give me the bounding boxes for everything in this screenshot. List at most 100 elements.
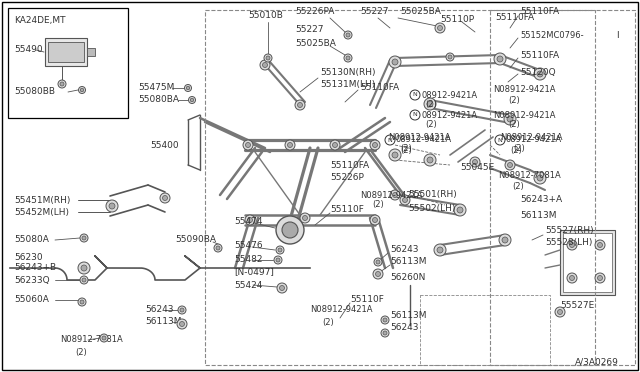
Circle shape [370,215,380,225]
Text: 55527(RH): 55527(RH) [545,225,594,234]
Circle shape [333,142,337,148]
Circle shape [58,80,66,88]
Circle shape [534,68,546,80]
Circle shape [330,140,340,150]
Text: N: N [498,138,502,142]
Circle shape [507,116,513,122]
Circle shape [383,331,387,335]
Circle shape [383,318,387,322]
Text: N08912-9421A: N08912-9421A [360,190,422,199]
Bar [48,42,84,62]
Text: N08912-9421A: N08912-9421A [493,86,556,94]
Circle shape [392,59,398,65]
Text: 55400: 55400 [150,141,179,150]
Circle shape [427,101,433,107]
Circle shape [438,26,442,31]
Circle shape [106,200,118,212]
Text: 55482: 55482 [234,256,262,264]
Circle shape [189,96,195,103]
Circle shape [344,54,352,62]
Circle shape [434,244,446,256]
Circle shape [160,193,170,203]
Circle shape [448,55,452,59]
Text: (2): (2) [508,121,520,129]
Circle shape [381,316,389,324]
Text: 55452M(LH): 55452M(LH) [14,208,69,217]
Circle shape [537,175,543,181]
Circle shape [274,256,282,264]
Bar [205,10,595,365]
Circle shape [80,300,84,304]
Text: 56243: 56243 [390,324,419,333]
Circle shape [435,23,445,33]
Circle shape [373,269,383,279]
Circle shape [370,140,380,150]
Circle shape [495,135,505,145]
Circle shape [505,160,515,170]
Circle shape [494,53,506,65]
Circle shape [392,192,397,198]
Circle shape [376,272,381,276]
Text: (2): (2) [322,317,333,327]
Circle shape [537,71,543,77]
Circle shape [303,215,307,221]
Text: 55110FA: 55110FA [520,51,559,60]
Text: (2): (2) [425,100,436,109]
Circle shape [534,172,546,184]
Circle shape [376,260,380,264]
Circle shape [216,246,220,250]
Text: 55110F: 55110F [350,295,384,305]
Circle shape [595,240,605,250]
Circle shape [570,276,575,280]
Circle shape [285,140,295,150]
Circle shape [78,298,86,306]
Text: 56113M: 56113M [390,311,426,320]
Circle shape [472,160,477,164]
Circle shape [424,98,436,110]
Circle shape [300,213,310,223]
Text: (2): (2) [75,347,87,356]
Text: 55490: 55490 [14,45,43,55]
Text: 56260N: 56260N [390,273,426,282]
Text: 55502(LH): 55502(LH) [408,203,456,212]
Text: KA24DE,MT: KA24DE,MT [14,16,65,25]
Bar [87,48,95,56]
Text: 55130N(RH): 55130N(RH) [320,67,376,77]
Circle shape [102,336,106,340]
Text: 55090BA: 55090BA [175,235,216,244]
Text: 55010B: 55010B [248,12,283,20]
Circle shape [470,157,480,167]
Circle shape [246,142,250,148]
Circle shape [372,142,378,148]
Circle shape [372,218,378,222]
Circle shape [179,321,184,327]
Circle shape [80,234,88,242]
Text: 55131M(LH): 55131M(LH) [320,80,375,89]
Circle shape [60,82,64,86]
Text: 08912-9421A: 08912-9421A [396,135,452,144]
Text: 56113M: 56113M [145,317,182,327]
Circle shape [389,149,401,161]
Text: 55528(LH): 55528(LH) [545,237,593,247]
Text: 55527E: 55527E [560,301,595,310]
Circle shape [457,207,463,213]
Text: N: N [413,112,417,118]
Text: 55025BA: 55025BA [400,7,441,16]
Circle shape [180,308,184,312]
Text: 08912-9421A: 08912-9421A [421,110,477,119]
Text: 56230: 56230 [14,253,43,263]
Text: A/3A0269: A/3A0269 [575,357,619,366]
Text: N08912-7081A: N08912-7081A [498,170,561,180]
Circle shape [245,215,255,225]
Text: 56243+A: 56243+A [520,196,562,205]
Bar [8,8,128,118]
Circle shape [260,60,270,70]
Text: 56243+B: 56243+B [14,263,56,273]
Circle shape [381,329,389,337]
Text: 55110FA: 55110FA [495,13,534,22]
Text: 55110F: 55110F [330,205,364,215]
Text: 55152MC0796-: 55152MC0796- [520,31,584,39]
Text: (2): (2) [510,145,522,154]
Circle shape [497,56,503,62]
Circle shape [567,273,577,283]
